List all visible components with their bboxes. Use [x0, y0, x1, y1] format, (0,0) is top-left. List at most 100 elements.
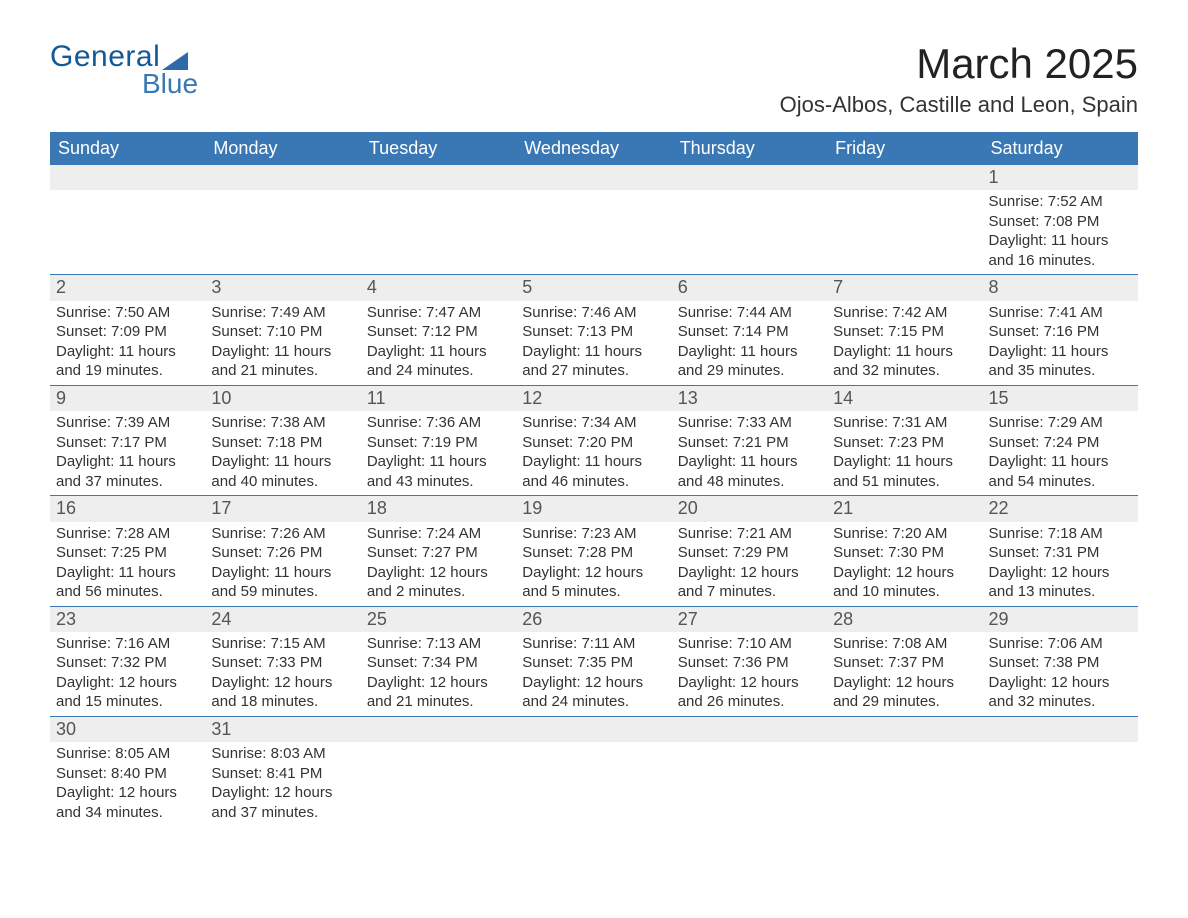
daylight-text: Daylight: 12 hours and 21 minutes. [367, 673, 510, 712]
daylight-text: Daylight: 11 hours and 16 minutes. [989, 231, 1132, 270]
sunset-text: Sunset: 7:15 PM [833, 322, 976, 342]
day-body: Sunrise: 7:06 AMSunset: 7:38 PMDaylight:… [983, 632, 1138, 716]
day-number: 28 [827, 607, 982, 632]
sunrise-text: Sunrise: 8:05 AM [56, 744, 199, 764]
day-cell: 15Sunrise: 7:29 AMSunset: 7:24 PMDayligh… [983, 386, 1138, 495]
day-body: Sunrise: 7:42 AMSunset: 7:15 PMDaylight:… [827, 301, 982, 385]
sunset-text: Sunset: 7:23 PM [833, 433, 976, 453]
day-number [50, 165, 205, 190]
daylight-text: Daylight: 11 hours and 37 minutes. [56, 452, 199, 491]
sunrise-text: Sunrise: 7:18 AM [989, 524, 1132, 544]
day-cell: 6Sunrise: 7:44 AMSunset: 7:14 PMDaylight… [672, 275, 827, 384]
weekday-header-cell: Saturday [983, 132, 1138, 165]
sunrise-text: Sunrise: 7:47 AM [367, 303, 510, 323]
sunrise-text: Sunrise: 7:38 AM [211, 413, 354, 433]
sunset-text: Sunset: 7:35 PM [522, 653, 665, 673]
day-body: Sunrise: 8:05 AMSunset: 8:40 PMDaylight:… [50, 742, 205, 826]
weekday-header-cell: Friday [827, 132, 982, 165]
day-number: 8 [983, 275, 1138, 300]
day-cell: 4Sunrise: 7:47 AMSunset: 7:12 PMDaylight… [361, 275, 516, 384]
day-cell: 8Sunrise: 7:41 AMSunset: 7:16 PMDaylight… [983, 275, 1138, 384]
day-cell: 2Sunrise: 7:50 AMSunset: 7:09 PMDaylight… [50, 275, 205, 384]
sunset-text: Sunset: 7:17 PM [56, 433, 199, 453]
day-number: 12 [516, 386, 671, 411]
empty-day-cell [983, 717, 1138, 826]
sunset-text: Sunset: 7:38 PM [989, 653, 1132, 673]
day-cell: 3Sunrise: 7:49 AMSunset: 7:10 PMDaylight… [205, 275, 360, 384]
empty-day-cell [205, 165, 360, 274]
day-number: 14 [827, 386, 982, 411]
week-row: 30Sunrise: 8:05 AMSunset: 8:40 PMDayligh… [50, 717, 1138, 826]
day-cell: 9Sunrise: 7:39 AMSunset: 7:17 PMDaylight… [50, 386, 205, 495]
daylight-text: Daylight: 11 hours and 29 minutes. [678, 342, 821, 381]
sunset-text: Sunset: 7:33 PM [211, 653, 354, 673]
empty-day-cell [361, 165, 516, 274]
sunrise-text: Sunrise: 7:21 AM [678, 524, 821, 544]
day-number: 1 [983, 165, 1138, 190]
day-body: Sunrise: 7:20 AMSunset: 7:30 PMDaylight:… [827, 522, 982, 606]
day-number: 16 [50, 496, 205, 521]
day-body: Sunrise: 7:23 AMSunset: 7:28 PMDaylight:… [516, 522, 671, 606]
day-number: 23 [50, 607, 205, 632]
daylight-text: Daylight: 11 hours and 56 minutes. [56, 563, 199, 602]
sunrise-text: Sunrise: 7:34 AM [522, 413, 665, 433]
day-number: 31 [205, 717, 360, 742]
day-number: 5 [516, 275, 671, 300]
day-number: 2 [50, 275, 205, 300]
daylight-text: Daylight: 12 hours and 37 minutes. [211, 783, 354, 822]
day-cell: 22Sunrise: 7:18 AMSunset: 7:31 PMDayligh… [983, 496, 1138, 605]
weekday-header-cell: Monday [205, 132, 360, 165]
day-cell: 30Sunrise: 8:05 AMSunset: 8:40 PMDayligh… [50, 717, 205, 826]
day-cell: 31Sunrise: 8:03 AMSunset: 8:41 PMDayligh… [205, 717, 360, 826]
day-body: Sunrise: 7:41 AMSunset: 7:16 PMDaylight:… [983, 301, 1138, 385]
day-number: 6 [672, 275, 827, 300]
day-number [827, 717, 982, 742]
sunrise-text: Sunrise: 7:31 AM [833, 413, 976, 433]
sunset-text: Sunset: 7:31 PM [989, 543, 1132, 563]
day-number: 4 [361, 275, 516, 300]
day-body: Sunrise: 7:52 AMSunset: 7:08 PMDaylight:… [983, 190, 1138, 274]
day-cell: 10Sunrise: 7:38 AMSunset: 7:18 PMDayligh… [205, 386, 360, 495]
day-body: Sunrise: 7:18 AMSunset: 7:31 PMDaylight:… [983, 522, 1138, 606]
title-block: March 2025 Ojos-Albos, Castille and Leon… [780, 40, 1138, 118]
day-cell: 17Sunrise: 7:26 AMSunset: 7:26 PMDayligh… [205, 496, 360, 605]
day-number: 19 [516, 496, 671, 521]
week-row: 23Sunrise: 7:16 AMSunset: 7:32 PMDayligh… [50, 607, 1138, 717]
daylight-text: Daylight: 11 hours and 54 minutes. [989, 452, 1132, 491]
day-cell: 16Sunrise: 7:28 AMSunset: 7:25 PMDayligh… [50, 496, 205, 605]
day-cell: 1Sunrise: 7:52 AMSunset: 7:08 PMDaylight… [983, 165, 1138, 274]
day-number: 21 [827, 496, 982, 521]
day-body: Sunrise: 7:49 AMSunset: 7:10 PMDaylight:… [205, 301, 360, 385]
day-cell: 21Sunrise: 7:20 AMSunset: 7:30 PMDayligh… [827, 496, 982, 605]
daylight-text: Daylight: 11 hours and 46 minutes. [522, 452, 665, 491]
daylight-text: Daylight: 11 hours and 24 minutes. [367, 342, 510, 381]
day-number [672, 165, 827, 190]
empty-day-cell [50, 165, 205, 274]
daylight-text: Daylight: 12 hours and 18 minutes. [211, 673, 354, 712]
sunrise-text: Sunrise: 8:03 AM [211, 744, 354, 764]
day-body: Sunrise: 7:13 AMSunset: 7:34 PMDaylight:… [361, 632, 516, 716]
day-number: 29 [983, 607, 1138, 632]
day-number: 13 [672, 386, 827, 411]
sunset-text: Sunset: 7:14 PM [678, 322, 821, 342]
daylight-text: Daylight: 12 hours and 5 minutes. [522, 563, 665, 602]
day-body: Sunrise: 7:08 AMSunset: 7:37 PMDaylight:… [827, 632, 982, 716]
sunrise-text: Sunrise: 7:46 AM [522, 303, 665, 323]
daylight-text: Daylight: 11 hours and 40 minutes. [211, 452, 354, 491]
day-number: 22 [983, 496, 1138, 521]
sunset-text: Sunset: 7:26 PM [211, 543, 354, 563]
day-number [983, 717, 1138, 742]
daylight-text: Daylight: 12 hours and 13 minutes. [989, 563, 1132, 602]
sunrise-text: Sunrise: 7:10 AM [678, 634, 821, 654]
day-number: 18 [361, 496, 516, 521]
location-text: Ojos-Albos, Castille and Leon, Spain [780, 92, 1138, 118]
empty-day-cell [672, 165, 827, 274]
day-cell: 12Sunrise: 7:34 AMSunset: 7:20 PMDayligh… [516, 386, 671, 495]
day-cell: 20Sunrise: 7:21 AMSunset: 7:29 PMDayligh… [672, 496, 827, 605]
daylight-text: Daylight: 12 hours and 29 minutes. [833, 673, 976, 712]
day-number: 15 [983, 386, 1138, 411]
day-body: Sunrise: 7:29 AMSunset: 7:24 PMDaylight:… [983, 411, 1138, 495]
empty-day-cell [827, 717, 982, 826]
day-number: 9 [50, 386, 205, 411]
calendar: SundayMondayTuesdayWednesdayThursdayFrid… [50, 132, 1138, 826]
